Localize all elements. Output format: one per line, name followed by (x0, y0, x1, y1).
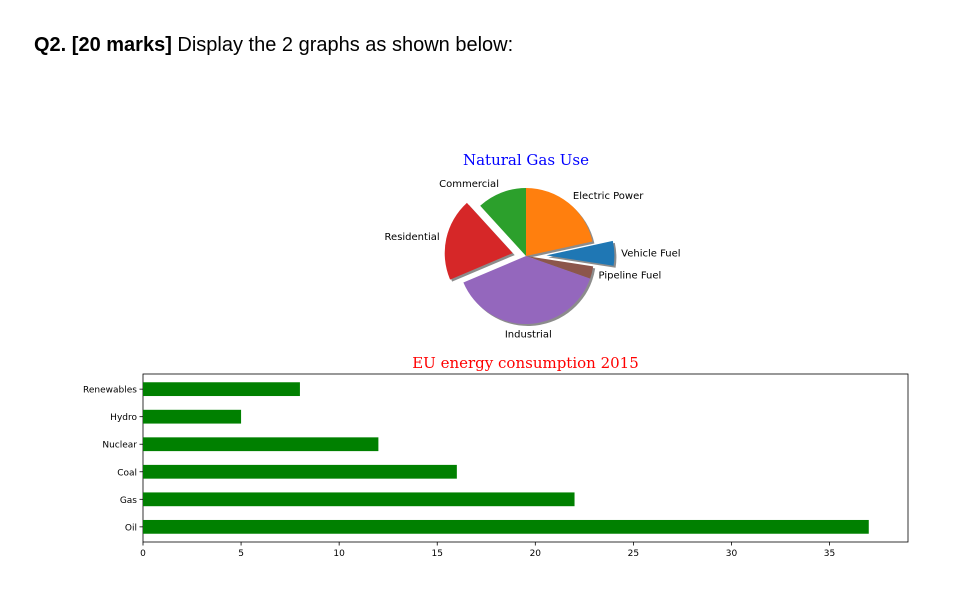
pie-chart: Electric Power Vehicle Fuel Pipeline Fuel I… (385, 179, 681, 340)
bar-title: EU energy consumption 2015 (412, 354, 639, 372)
pie-slice-commercial (480, 188, 526, 256)
xtick-label-20: 20 (530, 549, 542, 559)
ytick-label-gas: Gas (120, 496, 137, 506)
bar-axes-frame (142, 373, 909, 543)
bar-coal (143, 464, 457, 479)
pie-label-commercial: Commercial (439, 179, 499, 190)
bar-nuclear (143, 437, 379, 452)
pie-slice-pipeline-fuel (526, 256, 594, 279)
xtick-label-25: 25 (628, 549, 639, 559)
xtick-label-0: 0 (140, 549, 146, 559)
pie-label-residential: Residential (385, 232, 440, 243)
pie-slice-residential (444, 202, 513, 280)
ytick-label-coal: Coal (117, 468, 137, 478)
bar-hydro (143, 409, 242, 424)
xtick-label-10: 10 (333, 549, 345, 559)
question-heading: Q2. [20 marks] Display the 2 graphs as s… (34, 34, 513, 57)
ytick-label-oil: Oil (125, 523, 137, 533)
bar-renewables (143, 382, 300, 397)
ytick-label-renewables: Renewables (83, 386, 137, 396)
bar-chart: Oil Gas Coal Nuclear Hydro Renewables 0 5 10 15 20… (83, 373, 909, 559)
pie-label-industrial: Industrial (505, 329, 552, 340)
ytick-label-nuclear: Nuclear (102, 441, 137, 451)
pie-label-vehicle-fuel: Vehicle Fuel (621, 248, 680, 259)
xtick-label-35: 35 (824, 549, 835, 559)
bar-gas (143, 492, 575, 507)
ytick-label-hydro: Hydro (110, 413, 137, 423)
pie-slice-industrial (463, 256, 591, 324)
question-text: Display the 2 graphs as shown below: (177, 34, 514, 56)
pie-label-pipeline-fuel: Pipeline Fuel (599, 270, 662, 281)
pie-slice-vehicle-fuel (546, 240, 615, 266)
bar-oil (143, 519, 869, 534)
question-label: Q2. [20 marks] (34, 34, 172, 56)
xtick-label-30: 30 (726, 549, 738, 559)
xtick-label-15: 15 (432, 549, 443, 559)
pie-label-electric-power: Electric Power (573, 191, 644, 202)
pie-slice-electric-power (526, 188, 593, 256)
xtick-label-5: 5 (238, 549, 244, 559)
pie-title: Natural Gas Use (463, 151, 589, 169)
